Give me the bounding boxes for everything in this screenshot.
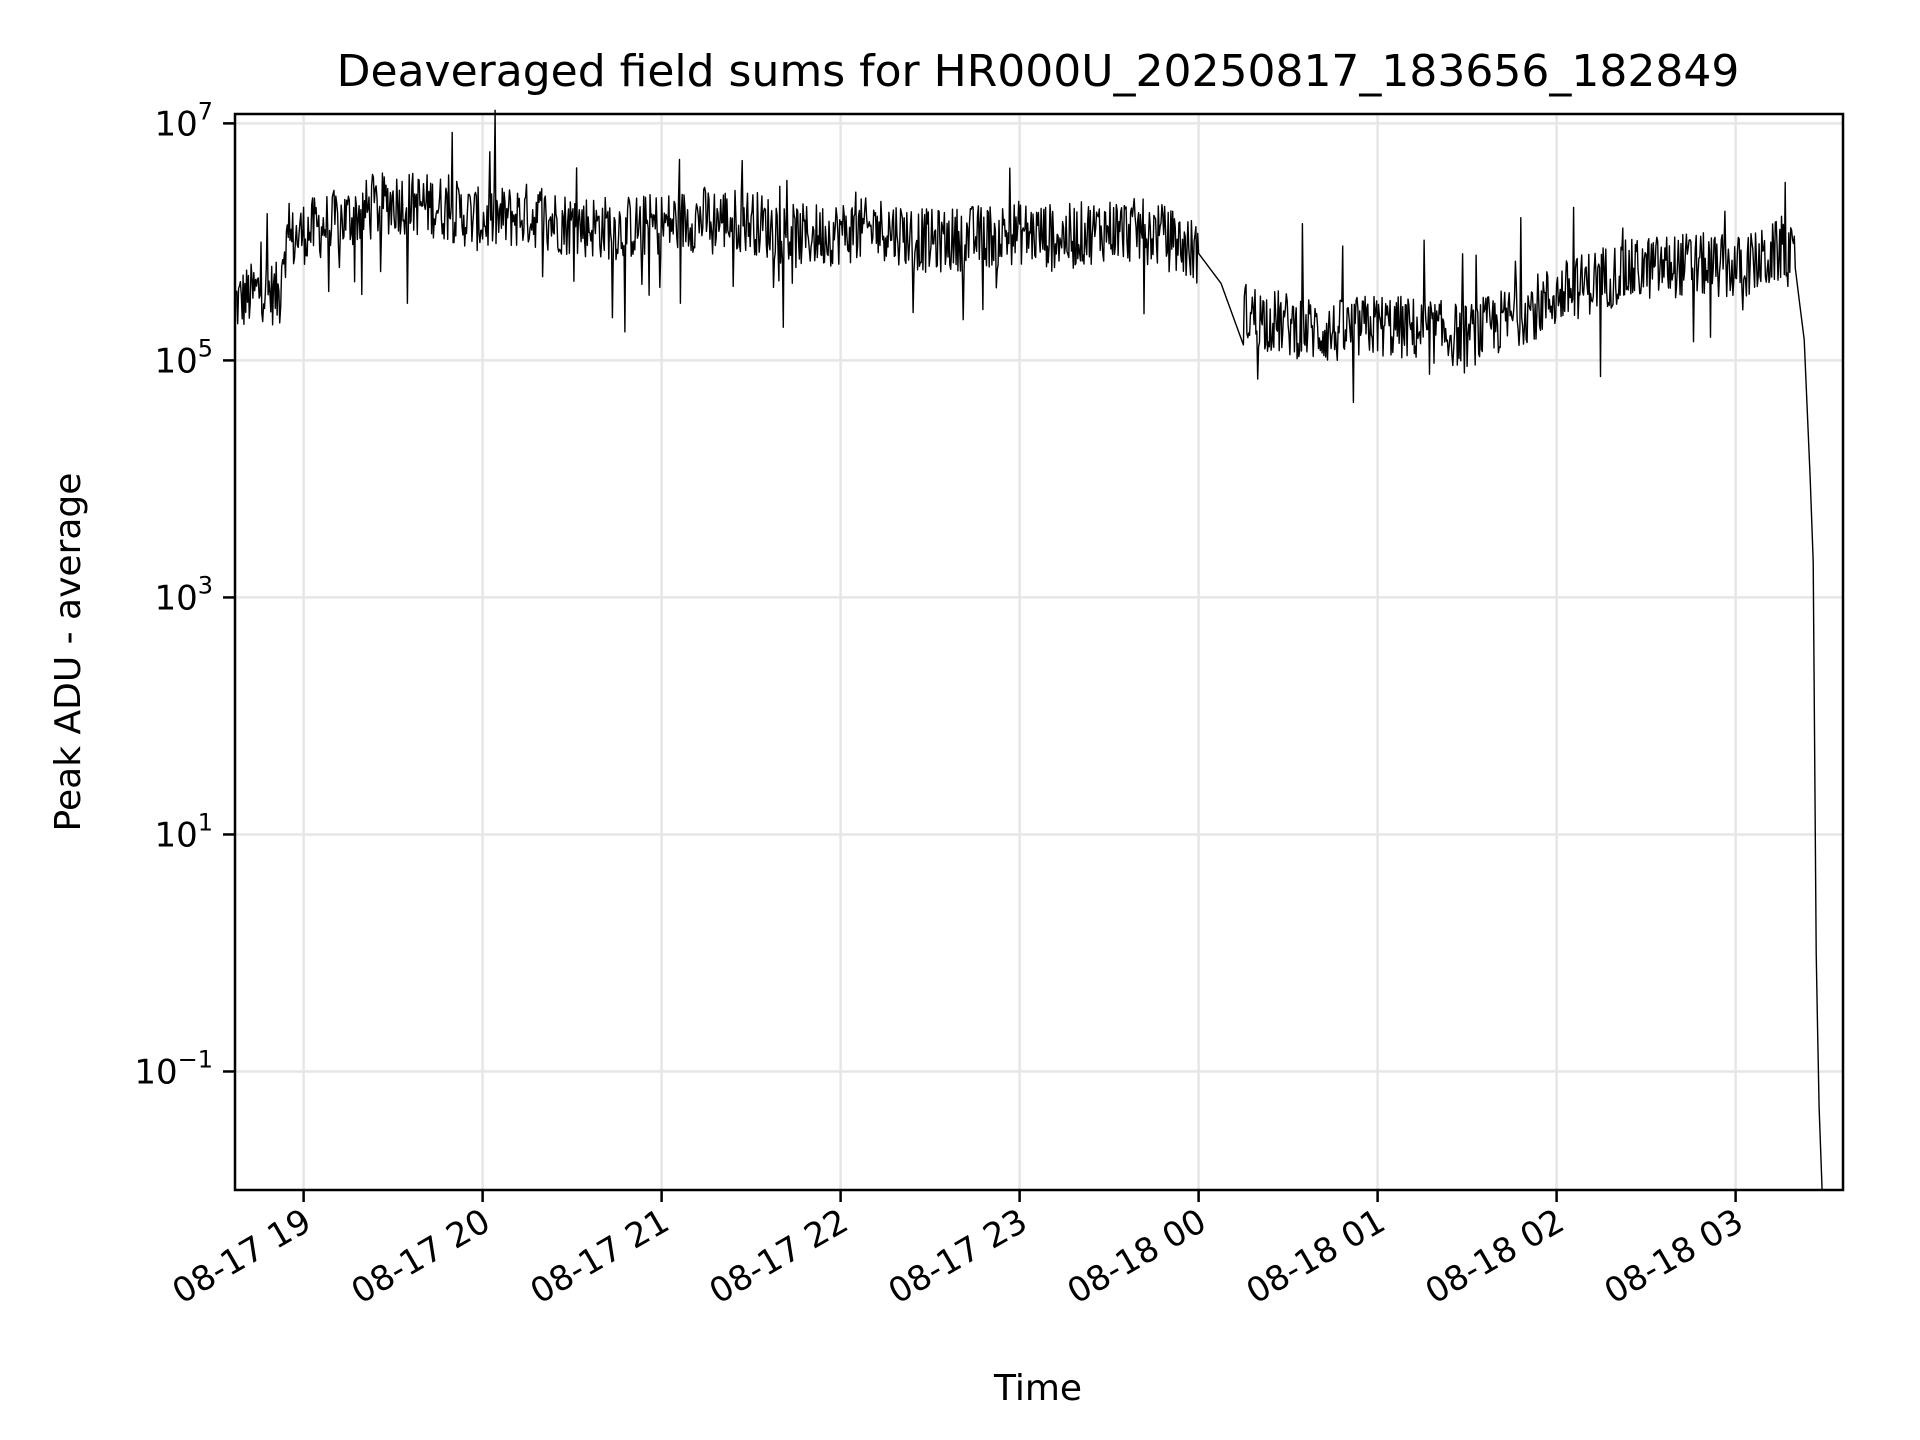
x-axis-label: Time <box>993 1368 1082 1409</box>
y-tick-exponent: 7 <box>198 97 213 125</box>
y-tick-exponent: 1 <box>198 808 213 836</box>
x-tick-label: 08-17 19 <box>166 1201 318 1312</box>
x-tick-label: 08-17 22 <box>703 1201 855 1312</box>
y-tick-exponent: −1 <box>178 1045 213 1073</box>
y-tick-base: 10 <box>154 341 197 381</box>
x-tick-label: 08-17 20 <box>345 1201 497 1312</box>
x-tick-label: 08-18 00 <box>1061 1201 1213 1312</box>
y-tick-base: 10 <box>154 578 197 618</box>
x-tick-label: 08-18 02 <box>1419 1201 1571 1312</box>
y-tick-exponent: 3 <box>198 571 213 599</box>
series-layer <box>234 109 1823 1191</box>
y-axis-label: Peak ADU - average <box>48 473 89 832</box>
y-tick-label: 103 <box>154 571 213 618</box>
y-tick-base: 10 <box>154 815 197 855</box>
chart-title: Deaveraged field sums for HR000U_2025081… <box>337 46 1740 97</box>
plot-frame <box>233 112 1845 1192</box>
y-tick-label: 107 <box>154 97 213 144</box>
y-tick-base: 10 <box>154 104 197 144</box>
x-axis: 08-17 19 08-17 20 08-17 21 08-17 22 08-17 23… <box>166 1190 1750 1312</box>
x-tick-label: 08-18 01 <box>1240 1201 1392 1312</box>
x-tick-label: 08-17 21 <box>524 1201 676 1312</box>
y-tick-exponent: 5 <box>198 334 213 362</box>
x-tick-label: 08-17 23 <box>882 1201 1034 1312</box>
grid <box>235 114 1843 1190</box>
y-tick-label: 101 <box>154 808 213 855</box>
x-tick-label: 08-18 03 <box>1598 1201 1750 1312</box>
y-tick-label: 10−1 <box>134 1045 213 1092</box>
y-tick-label: 105 <box>154 334 213 381</box>
series-line <box>234 109 1823 1191</box>
y-tick-base: 10 <box>134 1052 177 1092</box>
